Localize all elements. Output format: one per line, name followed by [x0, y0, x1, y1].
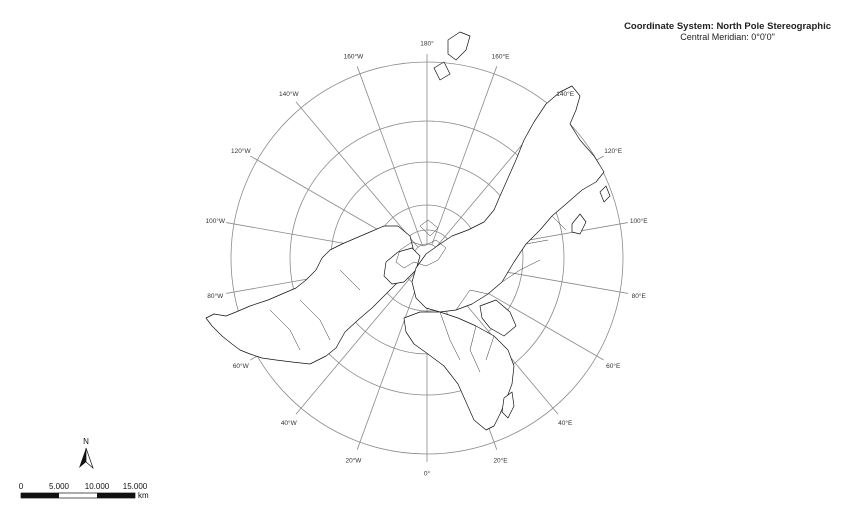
coordinate-system-caption: Coordinate System: North Pole Stereograp… [624, 21, 831, 42]
meridian-line [356, 66, 423, 245]
meridian-label: 120°E [604, 147, 622, 155]
japan-islands [571, 185, 611, 235]
scale-bar: 0 5.000 10.000 15.000 km [19, 482, 149, 500]
meridian-line [356, 271, 423, 450]
meridian-label: 100°W [205, 217, 225, 225]
scale-tick-2: 10.000 [85, 482, 110, 491]
meridian-label: 80°W [207, 292, 224, 300]
meridian-labels: 180° 160°E 140°E 120°E 100°E 80°E 60°E 40°E 20°E… [205, 40, 648, 478]
north-arrow-outline-icon [85, 447, 94, 470]
meridian-label: 20°E [493, 457, 508, 465]
meridian-label: 20°W [345, 457, 362, 465]
scale-tick-0: 0 [19, 482, 24, 491]
meridian-label: 140°E [556, 90, 574, 98]
meridian-label: 140°W [279, 90, 299, 98]
meridian-line [431, 66, 498, 245]
central-meridian-subtitle: Central Meridian: 0°0'0" [680, 32, 775, 42]
north-arrow: N [79, 437, 94, 470]
meridian-label: 40°W [281, 419, 298, 427]
north-america-landmass [205, 225, 415, 365]
arabia-landmass [479, 299, 517, 337]
meridian-label: 160°W [344, 52, 364, 60]
meridian-label: 40°E [558, 419, 573, 427]
scale-bar-segment-1 [21, 493, 59, 498]
scale-tick-1: 5.000 [49, 482, 70, 491]
africa-landmass [403, 311, 515, 431]
land-masses [205, 31, 611, 431]
arctic-islands [433, 31, 471, 81]
north-arrow-icon [79, 448, 86, 468]
meridian-label: 60°W [233, 362, 250, 370]
scale-bar-segment-3 [97, 493, 135, 498]
arctic-coastlines [395, 219, 447, 269]
meridian-label: 80°E [632, 292, 647, 300]
north-arrow-label: N [83, 437, 89, 446]
scale-unit: km [138, 491, 149, 500]
meridian-label: 100°E [630, 217, 648, 225]
meridian-label: 120°W [231, 147, 251, 155]
meridian-label: 0° [424, 470, 431, 478]
meridian-line [295, 101, 419, 248]
scale-tick-3: 15.000 [123, 482, 148, 491]
meridian-line [295, 268, 419, 415]
madagascar-landmass [501, 391, 515, 419]
country-borders [269, 215, 567, 373]
meridian-label: 160°E [492, 52, 510, 60]
coordinate-system-title: Coordinate System: North Pole Stereograp… [624, 21, 831, 32]
meridian-label: 60°E [606, 362, 621, 370]
meridian-label: 180° [420, 40, 434, 48]
